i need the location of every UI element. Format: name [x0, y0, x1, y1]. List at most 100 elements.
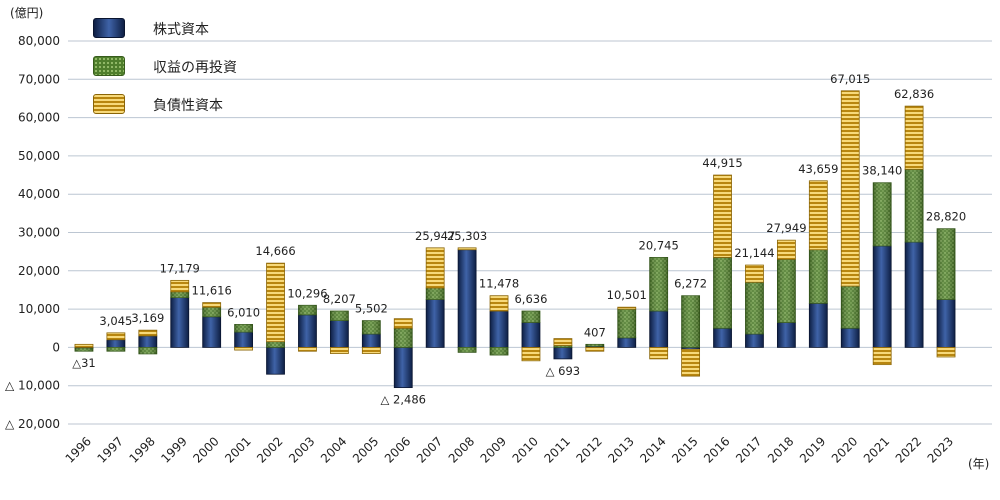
bar-shade-reinvested-earnings-2018 [777, 259, 796, 323]
bar-equity-2006 [393, 346, 413, 389]
bar-shade-reinvested-earnings-2006 [394, 328, 413, 348]
total-label-1999: 17,179 [160, 261, 200, 275]
bar-equity-2021 [872, 245, 892, 348]
x-tick-label-2013: 2013 [605, 434, 636, 465]
x-tick-label-2008: 2008 [446, 434, 477, 465]
bar-shade-reinvested-earnings-2021 [873, 182, 892, 246]
bar-shade-reinvested-earnings-2010 [521, 311, 540, 323]
bar-equity-2004 [329, 320, 349, 348]
bar-debt-instruments-2011 [553, 338, 573, 346]
bar-shade-reinvested-earnings-2012 [585, 344, 604, 347]
y-tick-label: 10,000 [18, 302, 60, 316]
bar-debt-instruments-2010 [521, 346, 541, 362]
bar-debt-instruments-2018 [776, 239, 796, 260]
bar-equity-2011 [553, 346, 573, 360]
bar-equity-1999 [170, 297, 190, 348]
bar-shade-reinvested-earnings-2013 [617, 309, 636, 338]
x-tick-label-2012: 2012 [573, 434, 604, 465]
y-tick-label: 40,000 [18, 187, 60, 201]
bar-equity-2013 [617, 337, 637, 348]
x-tick-label-1997: 1997 [95, 434, 126, 465]
bar-debt-instruments-2007 [425, 247, 445, 289]
x-tick-label-2005: 2005 [350, 434, 381, 465]
x-tick-label-2016: 2016 [701, 434, 732, 465]
bar-debt-instruments-2021 [872, 346, 892, 366]
bar-shade-reinvested-earnings-2009 [490, 347, 509, 356]
bar-shade-reinvested-earnings-2007 [426, 288, 445, 300]
total-label-2015: 6,272 [674, 277, 707, 291]
bar-equity-2014 [649, 310, 669, 348]
x-tick-label-2022: 2022 [893, 434, 924, 465]
bar-series [74, 90, 956, 389]
bar-equity-2003 [298, 314, 317, 348]
x-tick-label-2010: 2010 [510, 434, 541, 465]
total-label-2013: 10,501 [607, 288, 647, 302]
bar-debt-instruments-2015 [681, 348, 701, 377]
bar-equity-2018 [776, 322, 796, 348]
bar-debt-instruments-2006 [393, 318, 413, 329]
bar-debt-instruments-2001 [234, 346, 254, 351]
total-label-2014: 20,745 [639, 238, 679, 252]
x-tick-label-1999: 1999 [158, 434, 189, 465]
bar-shade-reinvested-earnings-2011 [553, 345, 572, 348]
total-label-2021: 38,140 [862, 164, 902, 178]
y-tick-label: △ 10,000 [5, 379, 60, 393]
total-label-1997: 3,045 [99, 314, 132, 328]
y-tick-label: 50,000 [18, 149, 60, 163]
bar-debt-instruments-2004 [329, 346, 349, 354]
bar-shade-reinvested-earnings-2017 [745, 282, 764, 334]
x-tick-label-2002: 2002 [254, 434, 285, 465]
total-label-2017: 21,144 [734, 246, 774, 260]
y-tick-label: 20,000 [18, 264, 60, 278]
bar-equity-2017 [745, 333, 764, 348]
total-label-2018: 27,949 [766, 221, 806, 235]
bar-shade-reinvested-earnings-2015 [681, 295, 700, 348]
total-label-2011: △ 693 [546, 364, 580, 378]
bar-shade-reinvested-earnings-2016 [713, 257, 732, 329]
bar-equity-2020 [840, 327, 860, 348]
bar-shade-reinvested-earnings-2022 [905, 169, 924, 243]
x-tick-label-2014: 2014 [637, 434, 668, 465]
x-tick-label-2004: 2004 [318, 434, 349, 465]
bar-equity-2019 [808, 302, 828, 348]
y-tick-label: 30,000 [18, 226, 60, 240]
bar-shade-reinvested-earnings-2008 [458, 347, 477, 353]
bar-debt-instruments-2009 [489, 295, 509, 312]
x-tick-label-1996: 1996 [63, 434, 94, 465]
bar-debt-instruments-2003 [298, 346, 317, 352]
bar-debt-instruments-2019 [808, 180, 828, 251]
bar-equity-2000 [202, 316, 222, 348]
x-tick-label-2006: 2006 [382, 434, 413, 465]
bar-shade-reinvested-earnings-2014 [649, 257, 668, 312]
bar-shade-reinvested-earnings-2001 [234, 324, 253, 333]
bar-shade-reinvested-earnings-1997 [106, 347, 125, 352]
total-label-2019: 43,659 [798, 162, 838, 176]
bar-equity-2023 [936, 299, 956, 348]
legend-label-equity: 株式資本 [153, 22, 209, 38]
y-tick-label: 0 [52, 340, 60, 354]
legend-swatch-reinvested-earnings [93, 56, 125, 76]
bar-debt-instruments-2002 [266, 262, 285, 343]
bar-shade-reinvested-earnings-2004 [330, 311, 349, 321]
bar-equity-2022 [904, 241, 924, 348]
bar-debt-instruments-2013 [617, 306, 637, 310]
total-label-2007: 25,947 [415, 229, 455, 243]
x-tick-label-2019: 2019 [797, 434, 828, 465]
total-label-2000: 11,616 [192, 284, 232, 298]
bar-equity-2005 [361, 333, 381, 348]
y-tick-label: 80,000 [18, 34, 60, 48]
x-tick-label-2017: 2017 [733, 434, 764, 465]
bar-equity-2001 [234, 331, 254, 348]
total-label-2005: 5,502 [355, 302, 388, 316]
bar-shade-reinvested-earnings-2019 [809, 249, 828, 304]
bar-equity-2002 [266, 346, 285, 375]
legend-swatch-debt-instruments [93, 94, 125, 114]
total-label-2003: 10,296 [287, 286, 327, 300]
bar-debt-instruments-1996 [74, 343, 94, 348]
bar-debt-instruments-2022 [904, 105, 924, 170]
bar-equity-2016 [713, 327, 732, 348]
total-label-2006: △ 2,486 [381, 393, 426, 407]
y-tick-label: △ 20,000 [5, 417, 60, 431]
